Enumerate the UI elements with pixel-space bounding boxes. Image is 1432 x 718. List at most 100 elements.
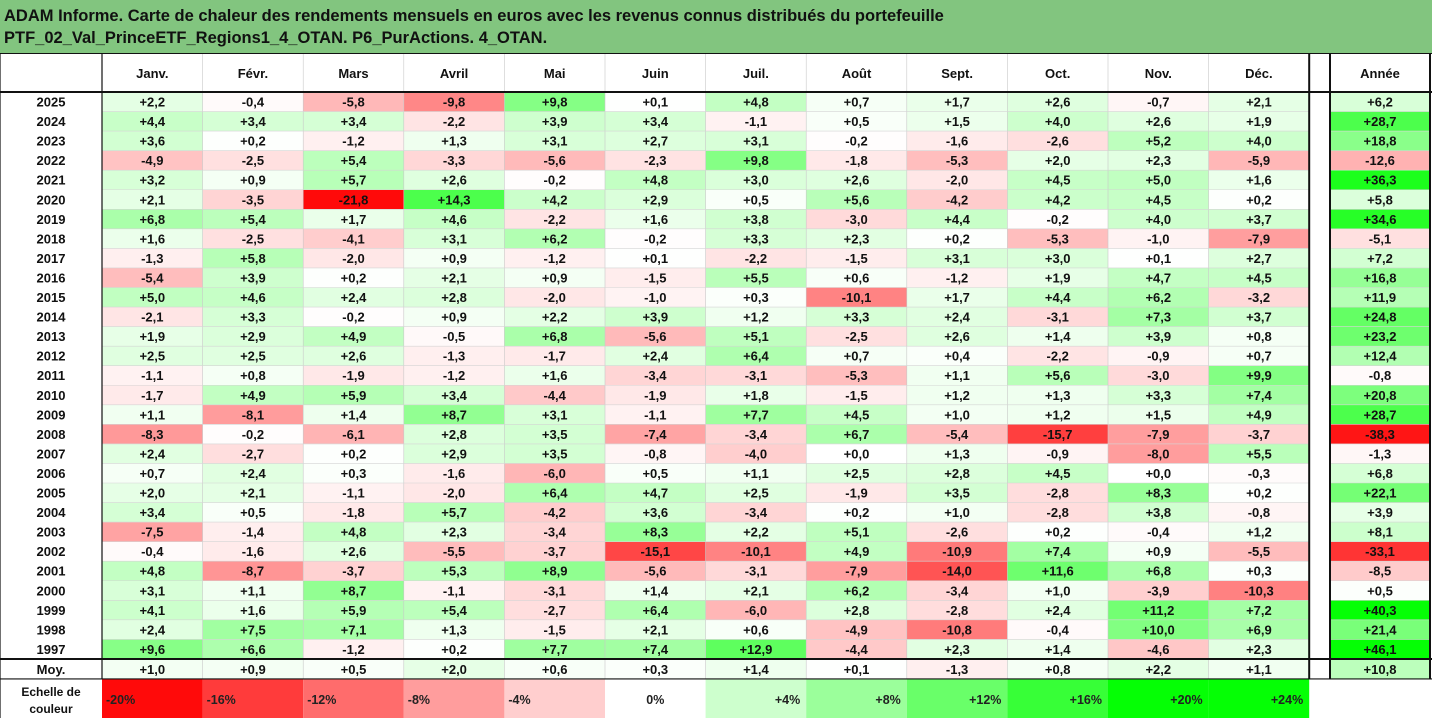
- heat-cell: [906, 639, 1008, 659]
- scale-swatch: [1208, 678, 1310, 718]
- heat-cell-value: +3,1: [944, 251, 970, 266]
- heat-cell: [1108, 580, 1209, 601]
- heat-cell-value: -3,1: [745, 564, 767, 579]
- heat-cell-value: +3,3: [743, 231, 769, 246]
- annual-cell: [1330, 365, 1430, 386]
- heat-cell: [806, 463, 907, 483]
- heat-cell: [403, 541, 505, 562]
- heat-cell-value: -0,4: [242, 95, 265, 110]
- heat-cell-value: -3,1: [1046, 310, 1068, 325]
- heat-cell-value: -3,9: [1147, 583, 1169, 598]
- heat-cell: [605, 150, 706, 171]
- heat-cell: [906, 619, 1008, 640]
- heat-cell-value: -1,1: [745, 114, 767, 129]
- heat-cell-value: -1,5: [845, 388, 867, 403]
- month-header-label: Sept.: [941, 66, 973, 81]
- heat-cell-value: -1,3: [141, 251, 163, 266]
- heat-cell: [1108, 150, 1209, 171]
- month-header-label: Mars: [338, 66, 368, 81]
- heat-cell: [605, 307, 706, 327]
- heat-cell-value: +2,5: [844, 466, 870, 481]
- heat-cell-value: -1,2: [443, 368, 465, 383]
- heat-cell-value: +0,6: [844, 270, 870, 285]
- heat-cell-value: +2,3: [844, 231, 870, 246]
- heat-cell: [102, 248, 203, 268]
- annual-cell: [1330, 619, 1430, 640]
- heat-cell-value: -0,5: [443, 329, 465, 344]
- heat-cell-value: -10,1: [842, 290, 872, 305]
- annual-cell-value: +22,1: [1364, 486, 1397, 501]
- heat-cell-value: +4,0: [1045, 114, 1071, 129]
- heat-cell-value: -1,6: [242, 544, 264, 559]
- heat-cell-value: -2,2: [543, 212, 565, 227]
- heat-cell: [303, 189, 404, 210]
- scale-step-label: -16%: [207, 693, 236, 707]
- heat-cell: [504, 385, 605, 405]
- scale-swatch: [705, 678, 807, 718]
- heat-cell-value: +1,2: [1045, 407, 1071, 422]
- heat-cell: [1108, 385, 1209, 405]
- heat-cell: [504, 600, 605, 620]
- heat-cell: [1007, 150, 1108, 171]
- heat-cell-value: +7,7: [743, 407, 769, 422]
- heat-cell: [1208, 443, 1310, 464]
- heat-cell: [1108, 404, 1209, 425]
- heat-cell: [1108, 600, 1209, 620]
- heat-cell-value: -6,1: [342, 427, 364, 442]
- heat-cell-value: +3,8: [1145, 505, 1171, 520]
- heat-cell: [102, 228, 203, 249]
- scale-swatch: [504, 678, 605, 718]
- heat-cell-value: -3,4: [644, 368, 667, 383]
- heat-cell-value: +7,3: [1145, 310, 1171, 325]
- annual-cell-value: -33,1: [1365, 544, 1395, 559]
- heat-cell-value: -3,4: [946, 583, 969, 598]
- heat-cell: [303, 424, 404, 444]
- heat-cell: [1007, 404, 1108, 425]
- heat-cell: [1108, 228, 1209, 249]
- heat-cell: [102, 522, 203, 542]
- heat-cell: [605, 580, 706, 601]
- heat-cell-value: -1,9: [644, 388, 666, 403]
- heat-cell: [906, 522, 1008, 542]
- heat-cell-value: +6,4: [743, 349, 769, 364]
- heat-cell-value: +6,9: [1246, 622, 1272, 637]
- heat-cell-value: +2,3: [1246, 642, 1272, 657]
- heat-cell-value: +1,8: [743, 388, 769, 403]
- heat-cell-value: +0,2: [1246, 486, 1272, 501]
- month-header-cell: [1208, 53, 1310, 92]
- heat-cell: [303, 522, 404, 542]
- annual-cell: [1330, 541, 1430, 562]
- heat-cell-value: +3,4: [139, 505, 165, 520]
- annual-cell: [1330, 326, 1430, 347]
- annual-cell: [1330, 267, 1430, 288]
- heat-cell-value: -14,0: [942, 564, 972, 579]
- heat-cell-value: +2,5: [139, 349, 165, 364]
- heat-cell-value: -1,7: [543, 349, 565, 364]
- heat-cell: [906, 385, 1008, 405]
- heat-cell: [303, 248, 404, 268]
- annual-cell: [1330, 600, 1430, 620]
- heat-cell: [605, 131, 706, 151]
- heat-cell-value: +3,5: [542, 446, 568, 461]
- heat-cell-value: +0,2: [341, 270, 367, 285]
- heat-cell-value: -7,4: [644, 427, 667, 442]
- heat-cell-value: +1,1: [944, 368, 970, 383]
- heat-cell: [303, 561, 404, 581]
- heat-cell: [202, 424, 304, 444]
- heat-cell-value: +4,8: [743, 95, 769, 110]
- heat-cell-value: +1,9: [139, 329, 165, 344]
- heat-cell: [906, 307, 1008, 327]
- average-annual-value: +10,8: [1364, 662, 1397, 677]
- year-label: 2025: [37, 95, 66, 110]
- heat-cell: [906, 463, 1008, 483]
- heat-cell-value: +2,4: [642, 349, 668, 364]
- heat-cell-value: -1,0: [1147, 231, 1169, 246]
- heat-cell-value: +4,5: [1246, 270, 1272, 285]
- heat-cell: [102, 111, 203, 132]
- annual-cell: [1330, 131, 1430, 151]
- heat-cell: [806, 404, 907, 425]
- heat-cell-value: +4,7: [642, 486, 668, 501]
- heat-cell: [806, 600, 907, 620]
- heat-cell: [1108, 92, 1209, 112]
- heat-cell-value: +4,2: [542, 192, 568, 207]
